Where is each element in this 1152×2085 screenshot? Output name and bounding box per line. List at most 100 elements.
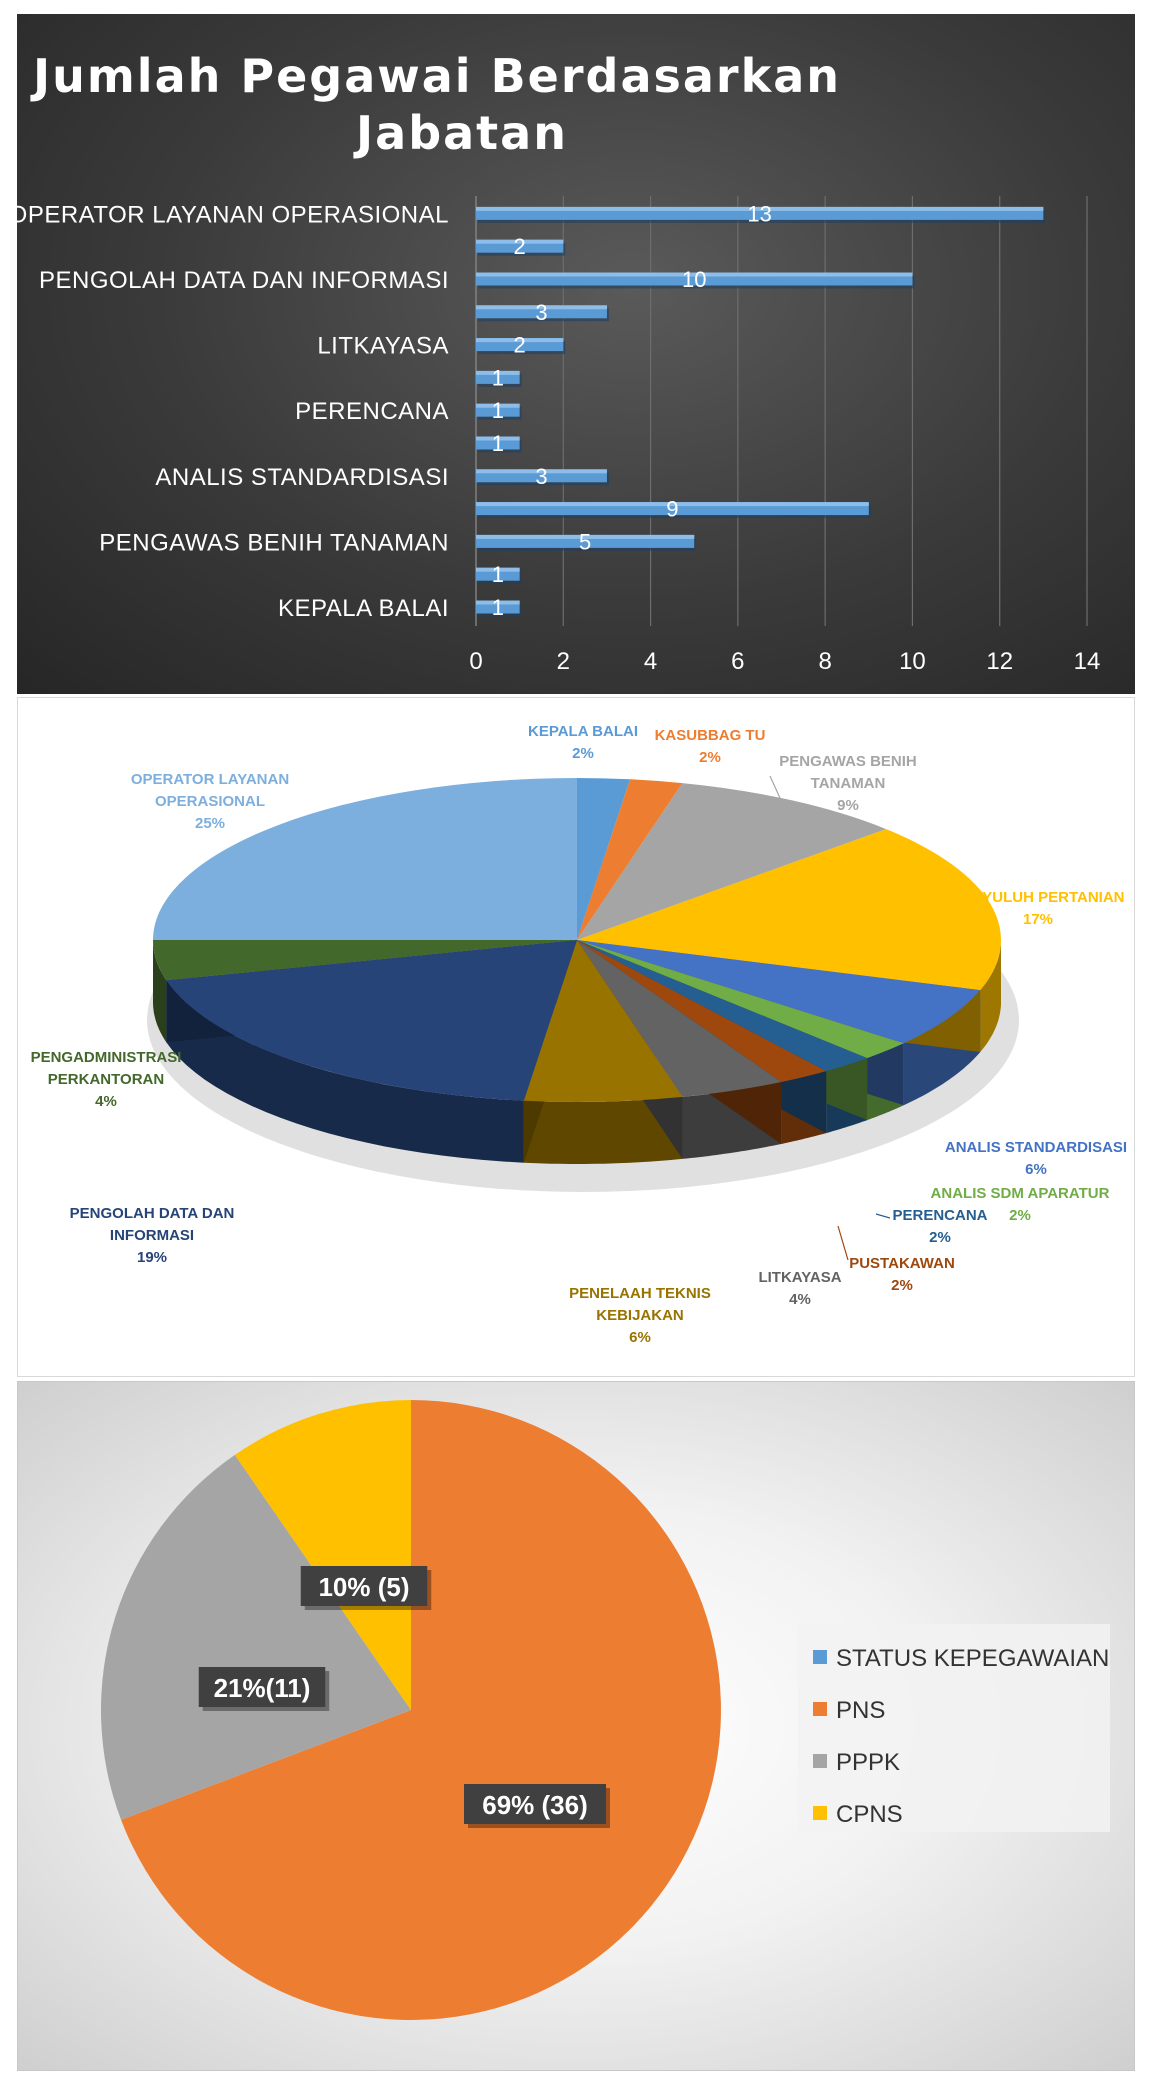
bar-value-label-1: 2 xyxy=(514,234,526,259)
legend-box xyxy=(798,1624,1110,1832)
leader-pustakawan xyxy=(837,1225,849,1261)
status-label-box-pppk xyxy=(198,1667,326,1707)
pie3d-name-label-kasubbag-tu-0: KASUBBAG TU xyxy=(655,727,766,744)
bar-value-label-0: 13 xyxy=(747,201,771,226)
pie3d-side-penyuluh-pertanian xyxy=(980,940,1001,1053)
pie3d-pct-label-pengadministrasi-perkantoran: 4% xyxy=(95,1093,117,1110)
bar-value-label-11: 1 xyxy=(492,562,504,587)
pie3d-chart-panel: KEPALA BALAI 2% KASUBBAG TU 2% PENGAWAS BENI… xyxy=(17,697,1135,1377)
x-tick-label-8: 8 xyxy=(818,648,831,675)
pie3d-pct-label-pengawas-benih-tanaman: 9% xyxy=(837,797,859,814)
pie3d-pct-label-penelaah-teknis-kebijakan: 6% xyxy=(629,1329,651,1346)
bar-value-label-5: 1 xyxy=(492,365,504,390)
pie3d-name-label-operator-layanan-operasional-1: OPERASIONAL xyxy=(155,793,265,810)
pie3d-name-label-pengolah-data-dan-informasi-0: PENGOLAH DATA DAN xyxy=(70,1205,235,1222)
bar-value-label-12: 1 xyxy=(492,595,504,620)
status-label-cpns: 10% (5) xyxy=(318,1572,409,1602)
x-tick-label-12: 12 xyxy=(986,648,1013,675)
pie3d-pct-label-perencana: 2% xyxy=(929,1229,951,1246)
pie3d-pct-label-penyuluh-pertanian: 17% xyxy=(1023,911,1053,928)
bar-value-label-2: 10 xyxy=(682,267,706,292)
pie3d-pct-label-pustakawan: 2% xyxy=(891,1277,913,1294)
pie3d-pct-label-analis-standardisasi: 6% xyxy=(1025,1161,1047,1178)
bar-highlight-5 xyxy=(476,370,520,375)
bar-value-label-7: 1 xyxy=(492,431,504,456)
legend-label-status-kepegawaian: STATUS KEPEGAWAIAN xyxy=(836,1645,1109,1672)
pie3d-name-label-pengadministrasi-perkantoran-1: PERKANTORAN xyxy=(48,1071,164,1088)
bar-value-label-9: 9 xyxy=(666,497,678,522)
pie3d-pct-label-litkayasa: 4% xyxy=(789,1291,811,1308)
pie3d-pct-label-analis-sdm-aparatur: 2% xyxy=(1009,1207,1031,1224)
status-pie-chart: 69% (36) 21%(11) 10% (5) STATUS KEPEGAWAIAN… xyxy=(100,1400,1110,2020)
pie3d-pct-label-kepala-balai: 2% xyxy=(572,745,594,762)
pie3d-chart: KEPALA BALAI 2% KASUBBAG TU 2% PENGAWAS BENI… xyxy=(31,723,1128,1346)
pie3d-slice-pustakawan xyxy=(577,940,827,1082)
category-label-analis-standardisasi: ANALIS STANDARDISASI xyxy=(155,464,449,491)
status-pie-panel: 69% (36) 21%(11) 10% (5) STATUS KEPEGAWAIAN… xyxy=(17,1381,1135,2071)
x-tick-label-6: 6 xyxy=(731,648,744,675)
pie3d-side-penelaah-teknis-kebijakan xyxy=(523,1096,683,1164)
pie3d-name-label-litkayasa-0: LITKAYASA xyxy=(758,1269,841,1286)
bar-highlight-2 xyxy=(476,272,913,277)
bar-value-label-3: 3 xyxy=(535,300,547,325)
legend-swatch-pns xyxy=(813,1702,827,1716)
pie3d-slice-litkayasa xyxy=(577,940,782,1097)
pie3d-slice-pengawas-benih-tanaman xyxy=(577,783,887,940)
x-tick-label-2: 2 xyxy=(557,648,570,675)
bar-value-label-10: 5 xyxy=(579,529,591,554)
pie3d-slice-operator-layanan-operasional xyxy=(153,778,577,940)
status-label-box-cpns xyxy=(300,1566,428,1606)
bar-highlight-0 xyxy=(476,206,1044,211)
status-slice-cpns xyxy=(234,1400,411,1710)
status-label-pppk: 21%(11) xyxy=(214,1673,311,1703)
legend-swatch-status-kepegawaian xyxy=(813,1650,827,1664)
x-tick-label-4: 4 xyxy=(644,648,657,675)
pie3d-slice-perencana xyxy=(577,940,868,1072)
legend-label-pns: PNS xyxy=(836,1697,885,1724)
pie3d-pct-label-operator-layanan-operasional: 25% xyxy=(195,815,225,832)
bar-highlight-11 xyxy=(476,567,520,572)
pie3d-name-label-pustakawan-0: PUSTAKAWAN xyxy=(849,1255,955,1272)
pie3d-name-label-perencana-0: PERENCANA xyxy=(892,1207,987,1224)
bar-highlight-12 xyxy=(476,600,520,605)
leader-pengawas xyxy=(769,775,781,799)
pie3d-slice-penelaah-teknis-kebijakan xyxy=(523,940,683,1102)
pie3d-slice-pengadministrasi-perkantoran xyxy=(152,940,577,981)
bar-value-label-8: 3 xyxy=(535,464,547,489)
pie3d-side-pengadministrasi-perkantoran xyxy=(153,940,167,1043)
pie3d-slice-kepala-balai xyxy=(577,778,631,940)
bar-highlight-4 xyxy=(476,338,564,343)
leader-perencana xyxy=(875,1213,891,1219)
category-label-kepala-balai: KEPALA BALAI xyxy=(278,595,449,622)
bar-value-label-4: 2 xyxy=(514,333,526,358)
bar-highlight-8 xyxy=(476,469,607,474)
pie3d-name-label-analis-standardisasi-0: ANALIS STANDARDISASI xyxy=(945,1139,1127,1156)
pie3d-name-label-pengawas-benih-tanaman-0: PENGAWAS BENIH xyxy=(779,753,917,770)
legend-swatch-pppk xyxy=(813,1754,827,1768)
pie3d-name-label-pengawas-benih-tanaman-1: TANAMAN xyxy=(811,775,886,792)
pie3d-pct-label-kasubbag-tu: 2% xyxy=(699,749,721,766)
category-label-perencana: PERENCANA xyxy=(295,398,449,425)
category-label-pengolah-data-dan-informasi: PENGOLAH DATA DAN INFORMASI xyxy=(39,267,449,294)
pie3d-name-label-pengadministrasi-perkantoran-0: PENGADMINISTRASI xyxy=(31,1049,182,1066)
bar-chart-panel: Jumlah Pegawai Berdasarkan Jabatan 0 2 4 6 8 10… xyxy=(17,14,1135,694)
pie3d-slice-pengolah-data-dan-informasi xyxy=(166,940,578,1101)
pie3d-side-pengolah-data-dan-informasi xyxy=(166,980,524,1163)
pie3d-name-label-operator-layanan-operasional-0: OPERATOR LAYANAN xyxy=(131,771,289,788)
bar-highlight-10 xyxy=(476,534,695,539)
bar-highlight-7 xyxy=(476,436,520,441)
pie3d-slice-penyuluh-pertanian xyxy=(577,829,1001,991)
pie3d-name-label-penyuluh-pertanian-0: PENYULUH PERTANIAN xyxy=(951,889,1124,906)
bar-highlight-6 xyxy=(476,403,520,408)
chart-title-line-2: Jabatan xyxy=(353,106,568,160)
pie3d-pct-label-pengolah-data-dan-informasi: 19% xyxy=(137,1249,167,1266)
chart-title-line-1: Jumlah Pegawai Berdasarkan xyxy=(30,49,841,103)
category-label-pengawas-benih-tanaman: PENGAWAS BENIH TANAMAN xyxy=(99,529,449,556)
pie3d-name-label-kepala-balai-0: KEPALA BALAI xyxy=(528,723,638,740)
x-tick-label-0: 0 xyxy=(469,648,482,675)
status-slice-pppk xyxy=(100,1454,411,1820)
pie3d-slice-analis-standardisasi xyxy=(577,940,981,1044)
status-label-pns: 69% (36) xyxy=(482,1790,588,1820)
bar-highlight-3 xyxy=(476,305,607,310)
